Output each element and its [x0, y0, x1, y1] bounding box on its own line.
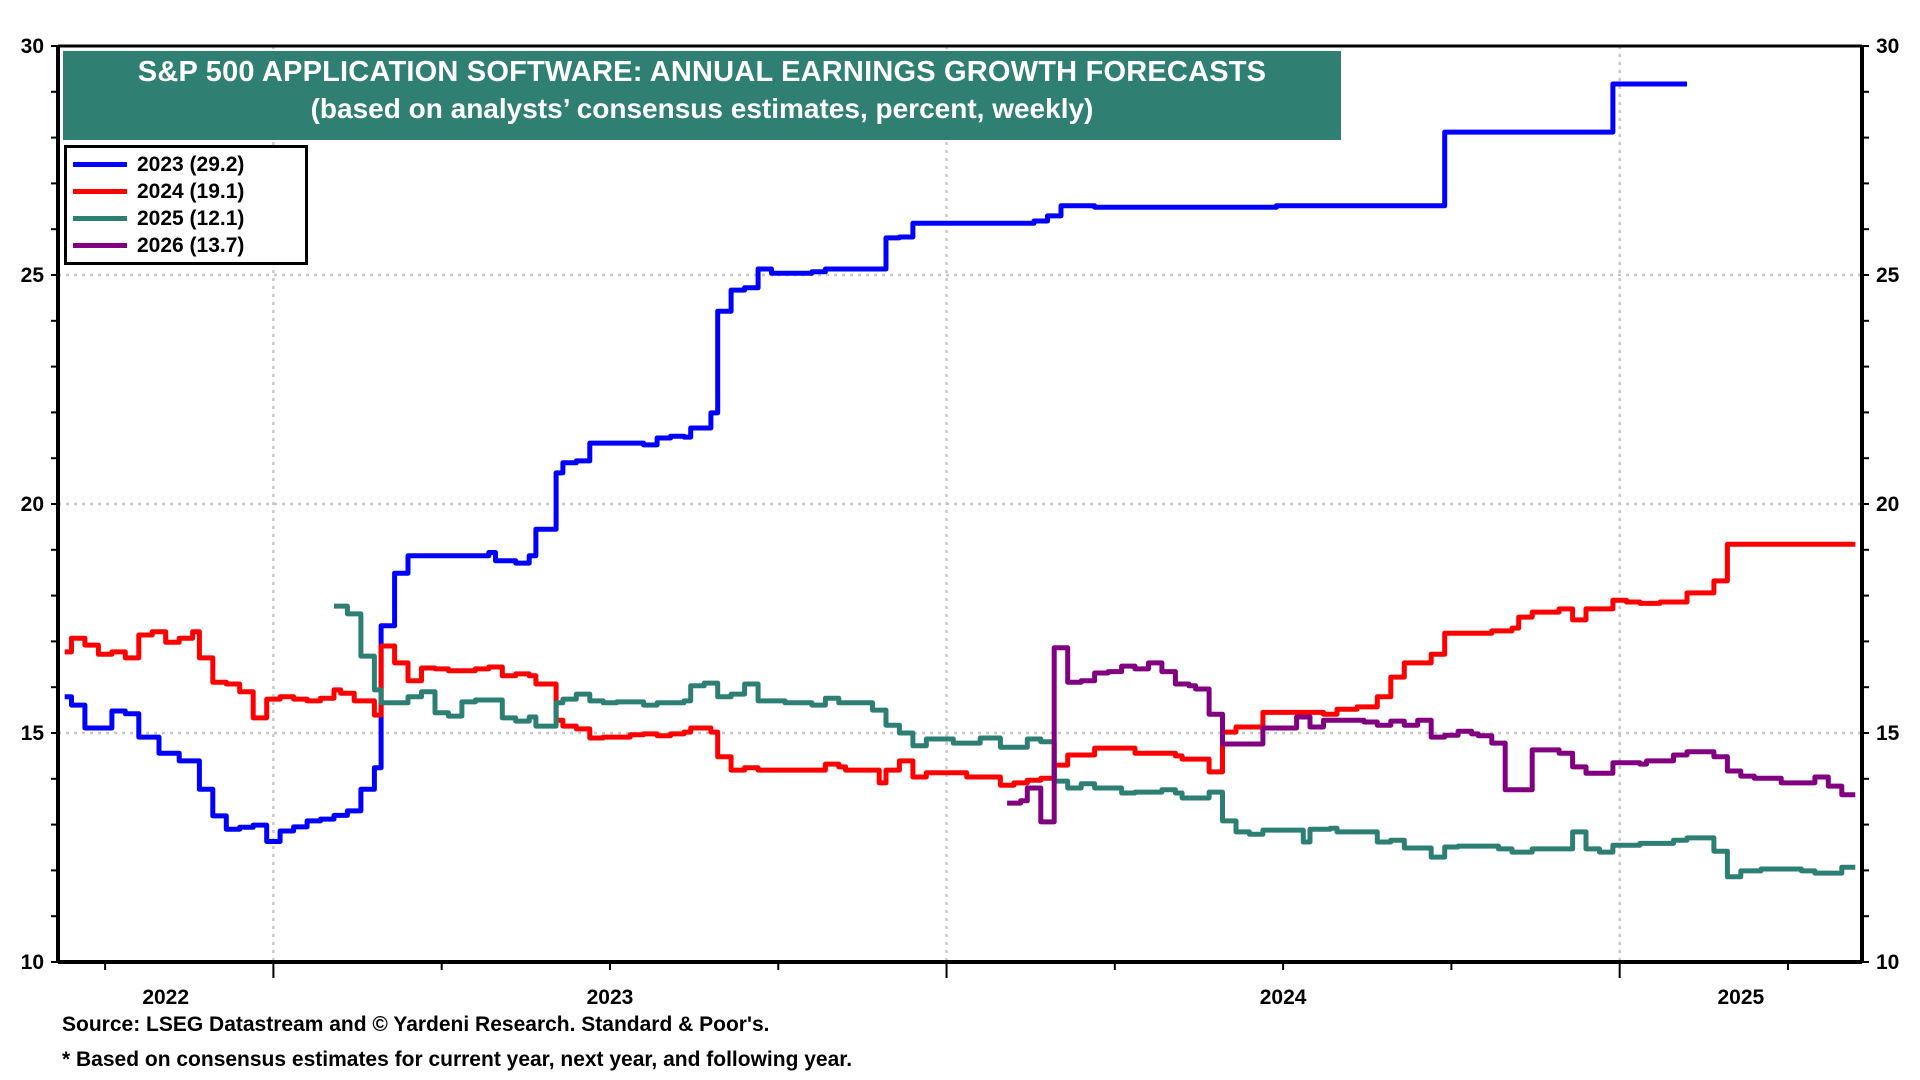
y-tick-label-right-30: 30	[1876, 35, 1899, 58]
legend-label-2025: 2025 (12.1)	[137, 206, 245, 230]
legend-item-2026: 2026 (13.7)	[73, 232, 305, 259]
x-year-label-2023: 2023	[587, 986, 634, 1009]
x-year-label-2024: 2024	[1260, 986, 1307, 1009]
y-tick-label-right-10: 10	[1876, 951, 1899, 974]
y-tick-label-left-15: 15	[21, 722, 45, 745]
source-note: Source: LSEG Datastream and © Yardeni Re…	[62, 1013, 770, 1036]
series-line-2023	[64, 81, 1687, 844]
legend-label-2026: 2026 (13.7)	[137, 233, 245, 257]
legend: 2023 (29.2) 2024 (19.1) 2025 (12.1) 2026…	[64, 145, 308, 265]
series-lines	[64, 81, 1856, 880]
series-line-2024	[64, 541, 1856, 788]
x-year-label-2022: 2022	[142, 986, 189, 1009]
y-tick-label-right-20: 20	[1876, 493, 1899, 516]
y-tick-label-left-20: 20	[21, 493, 44, 516]
y-tick-label-left-10: 10	[21, 951, 44, 974]
legend-item-2024: 2024 (19.1)	[73, 178, 305, 205]
y-tick-label-left-30: 30	[21, 35, 44, 58]
y-tick-label-right-15: 15	[1876, 722, 1900, 745]
legend-item-2023: 2023 (29.2)	[73, 151, 305, 178]
x-year-label-2025: 2025	[1717, 986, 1764, 1009]
series-line-2026	[1007, 645, 1856, 825]
legend-swatch-2026	[73, 243, 127, 248]
gridlines	[58, 46, 1862, 962]
footnote: * Based on consensus estimates for curre…	[62, 1048, 853, 1071]
legend-label-2024: 2024 (19.1)	[137, 179, 245, 203]
legend-label-2023: 2023 (29.2)	[137, 152, 245, 176]
legend-item-2025: 2025 (12.1)	[73, 205, 305, 232]
axes	[51, 44, 1869, 978]
chart-title-box: S&P 500 APPLICATION SOFTWARE: ANNUAL EAR…	[63, 51, 1341, 140]
chart-subtitle: (based on analysts’ consensus estimates,…	[310, 93, 1094, 124]
legend-swatch-2025	[73, 216, 127, 221]
legend-swatch-2023	[73, 162, 127, 167]
series-line-2025	[334, 603, 1856, 880]
legend-swatch-2024	[73, 189, 127, 194]
chart-title: S&P 500 APPLICATION SOFTWARE: ANNUAL EAR…	[137, 56, 1267, 88]
y-tick-label-left-25: 25	[21, 264, 45, 287]
y-tick-label-right-25: 25	[1876, 264, 1900, 287]
